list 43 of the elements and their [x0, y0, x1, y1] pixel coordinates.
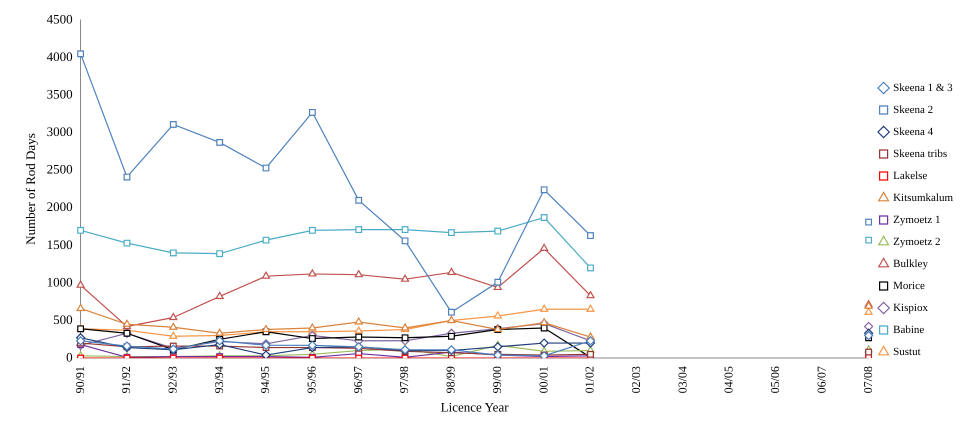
- y-tick-label: 1500: [46, 236, 73, 252]
- y-tick-label: 2500: [46, 162, 73, 177]
- x-tick-label: 00/01: [536, 366, 550, 394]
- y-tick-label: 4000: [46, 48, 73, 64]
- legend-label: Zymoetz 1: [893, 214, 940, 226]
- x-tick-label: 99/00: [490, 366, 504, 394]
- legend-label: Kispiox: [893, 302, 928, 314]
- x-tick-label: 90/91: [72, 366, 87, 394]
- legend-label: Morice: [893, 280, 925, 292]
- y-tick-label: 1000: [46, 274, 73, 290]
- y-tick-label: 4500: [46, 11, 73, 26]
- legend-label: Skeena 4: [893, 126, 934, 138]
- x-tick-label: 93/94: [212, 366, 226, 394]
- legend-label: Babine: [893, 324, 924, 336]
- legend-label: Skeena tribs: [893, 148, 948, 160]
- legend-label: Bulkley: [893, 258, 928, 270]
- y-tick-label: 3000: [46, 124, 73, 140]
- y-axis-title: Number of Rod Days: [23, 133, 38, 245]
- x-tick-label: 97/98: [397, 366, 412, 394]
- y-tick-label: 500: [53, 312, 73, 327]
- legend-label: Skeena 2: [893, 104, 934, 116]
- x-tick-label: 02/03: [629, 366, 643, 394]
- legend-label: Zymoetz 2: [893, 236, 940, 248]
- x-tick-label: 98/99: [444, 366, 458, 394]
- y-tick-label: 2000: [46, 199, 73, 214]
- x-tick-label: 96/97: [350, 366, 365, 394]
- x-tick-label: 06/07: [814, 366, 828, 394]
- x-tick-label: 07/08: [860, 366, 875, 394]
- x-tick-label: 05/06: [768, 366, 782, 394]
- y-tick-label: 3500: [46, 86, 73, 102]
- legend-label: Skeena 1 & 3: [893, 82, 954, 94]
- legend-label: Kitsumkalum: [893, 192, 954, 204]
- x-tick-label: 01/02: [582, 366, 597, 394]
- legend-label: Lakelse: [893, 170, 928, 182]
- y-tick-label: 0: [66, 349, 73, 364]
- x-tick-label: 03/04: [675, 366, 690, 394]
- x-tick-label: 92/93: [165, 366, 180, 394]
- legend-label: Sustut: [893, 346, 921, 358]
- x-tick-label: 95/96: [304, 366, 319, 394]
- x-axis-title: Licence Year: [440, 400, 510, 415]
- x-tick-label: 94/95: [258, 366, 272, 394]
- x-tick-label: 04/05: [722, 366, 736, 394]
- x-tick-label: 91/92: [119, 366, 134, 394]
